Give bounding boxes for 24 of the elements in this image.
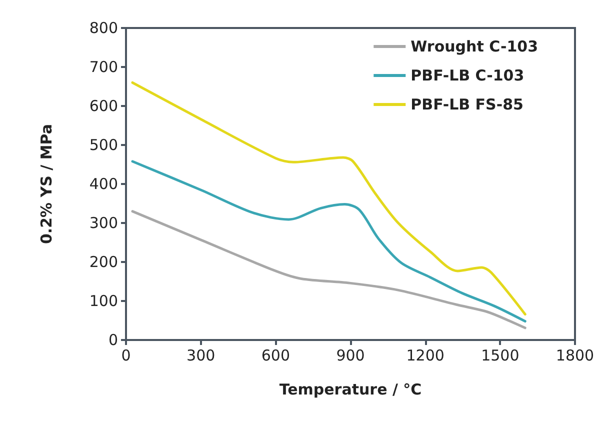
y-tick-label: 800: [89, 19, 118, 37]
legend-label: PBF-LB FS-85: [410, 96, 524, 114]
x-tick-label: 300: [186, 346, 216, 364]
y-tick-label: 300: [89, 214, 118, 232]
x-tick-label: 1800: [556, 346, 594, 364]
line-series: [131, 81, 526, 316]
line-series: [131, 160, 526, 323]
y-tick-label: 500: [89, 136, 118, 154]
y-tick-label: 200: [89, 253, 118, 271]
y-tick-label: 600: [89, 97, 118, 115]
y-tick-label: 700: [89, 58, 118, 76]
line-series: [131, 210, 526, 330]
x-tick-label: 0: [121, 346, 131, 364]
x-tick-label: 1200: [406, 346, 444, 364]
x-tick-label: 1500: [481, 346, 520, 364]
x-tick-label: 900: [336, 346, 365, 364]
y-tick-label: 400: [89, 175, 118, 193]
x-tick-label: 600: [261, 346, 290, 364]
x-axis-title: Temperature / °C: [279, 380, 422, 398]
y-tick-label: 100: [89, 292, 118, 310]
legend-label: Wrought C-103: [410, 38, 538, 56]
y-tick-label: 0: [108, 331, 118, 349]
legend-label: PBF-LB C-103: [410, 66, 524, 84]
y-axis-title: 0.2% YS / MPa: [38, 124, 56, 244]
